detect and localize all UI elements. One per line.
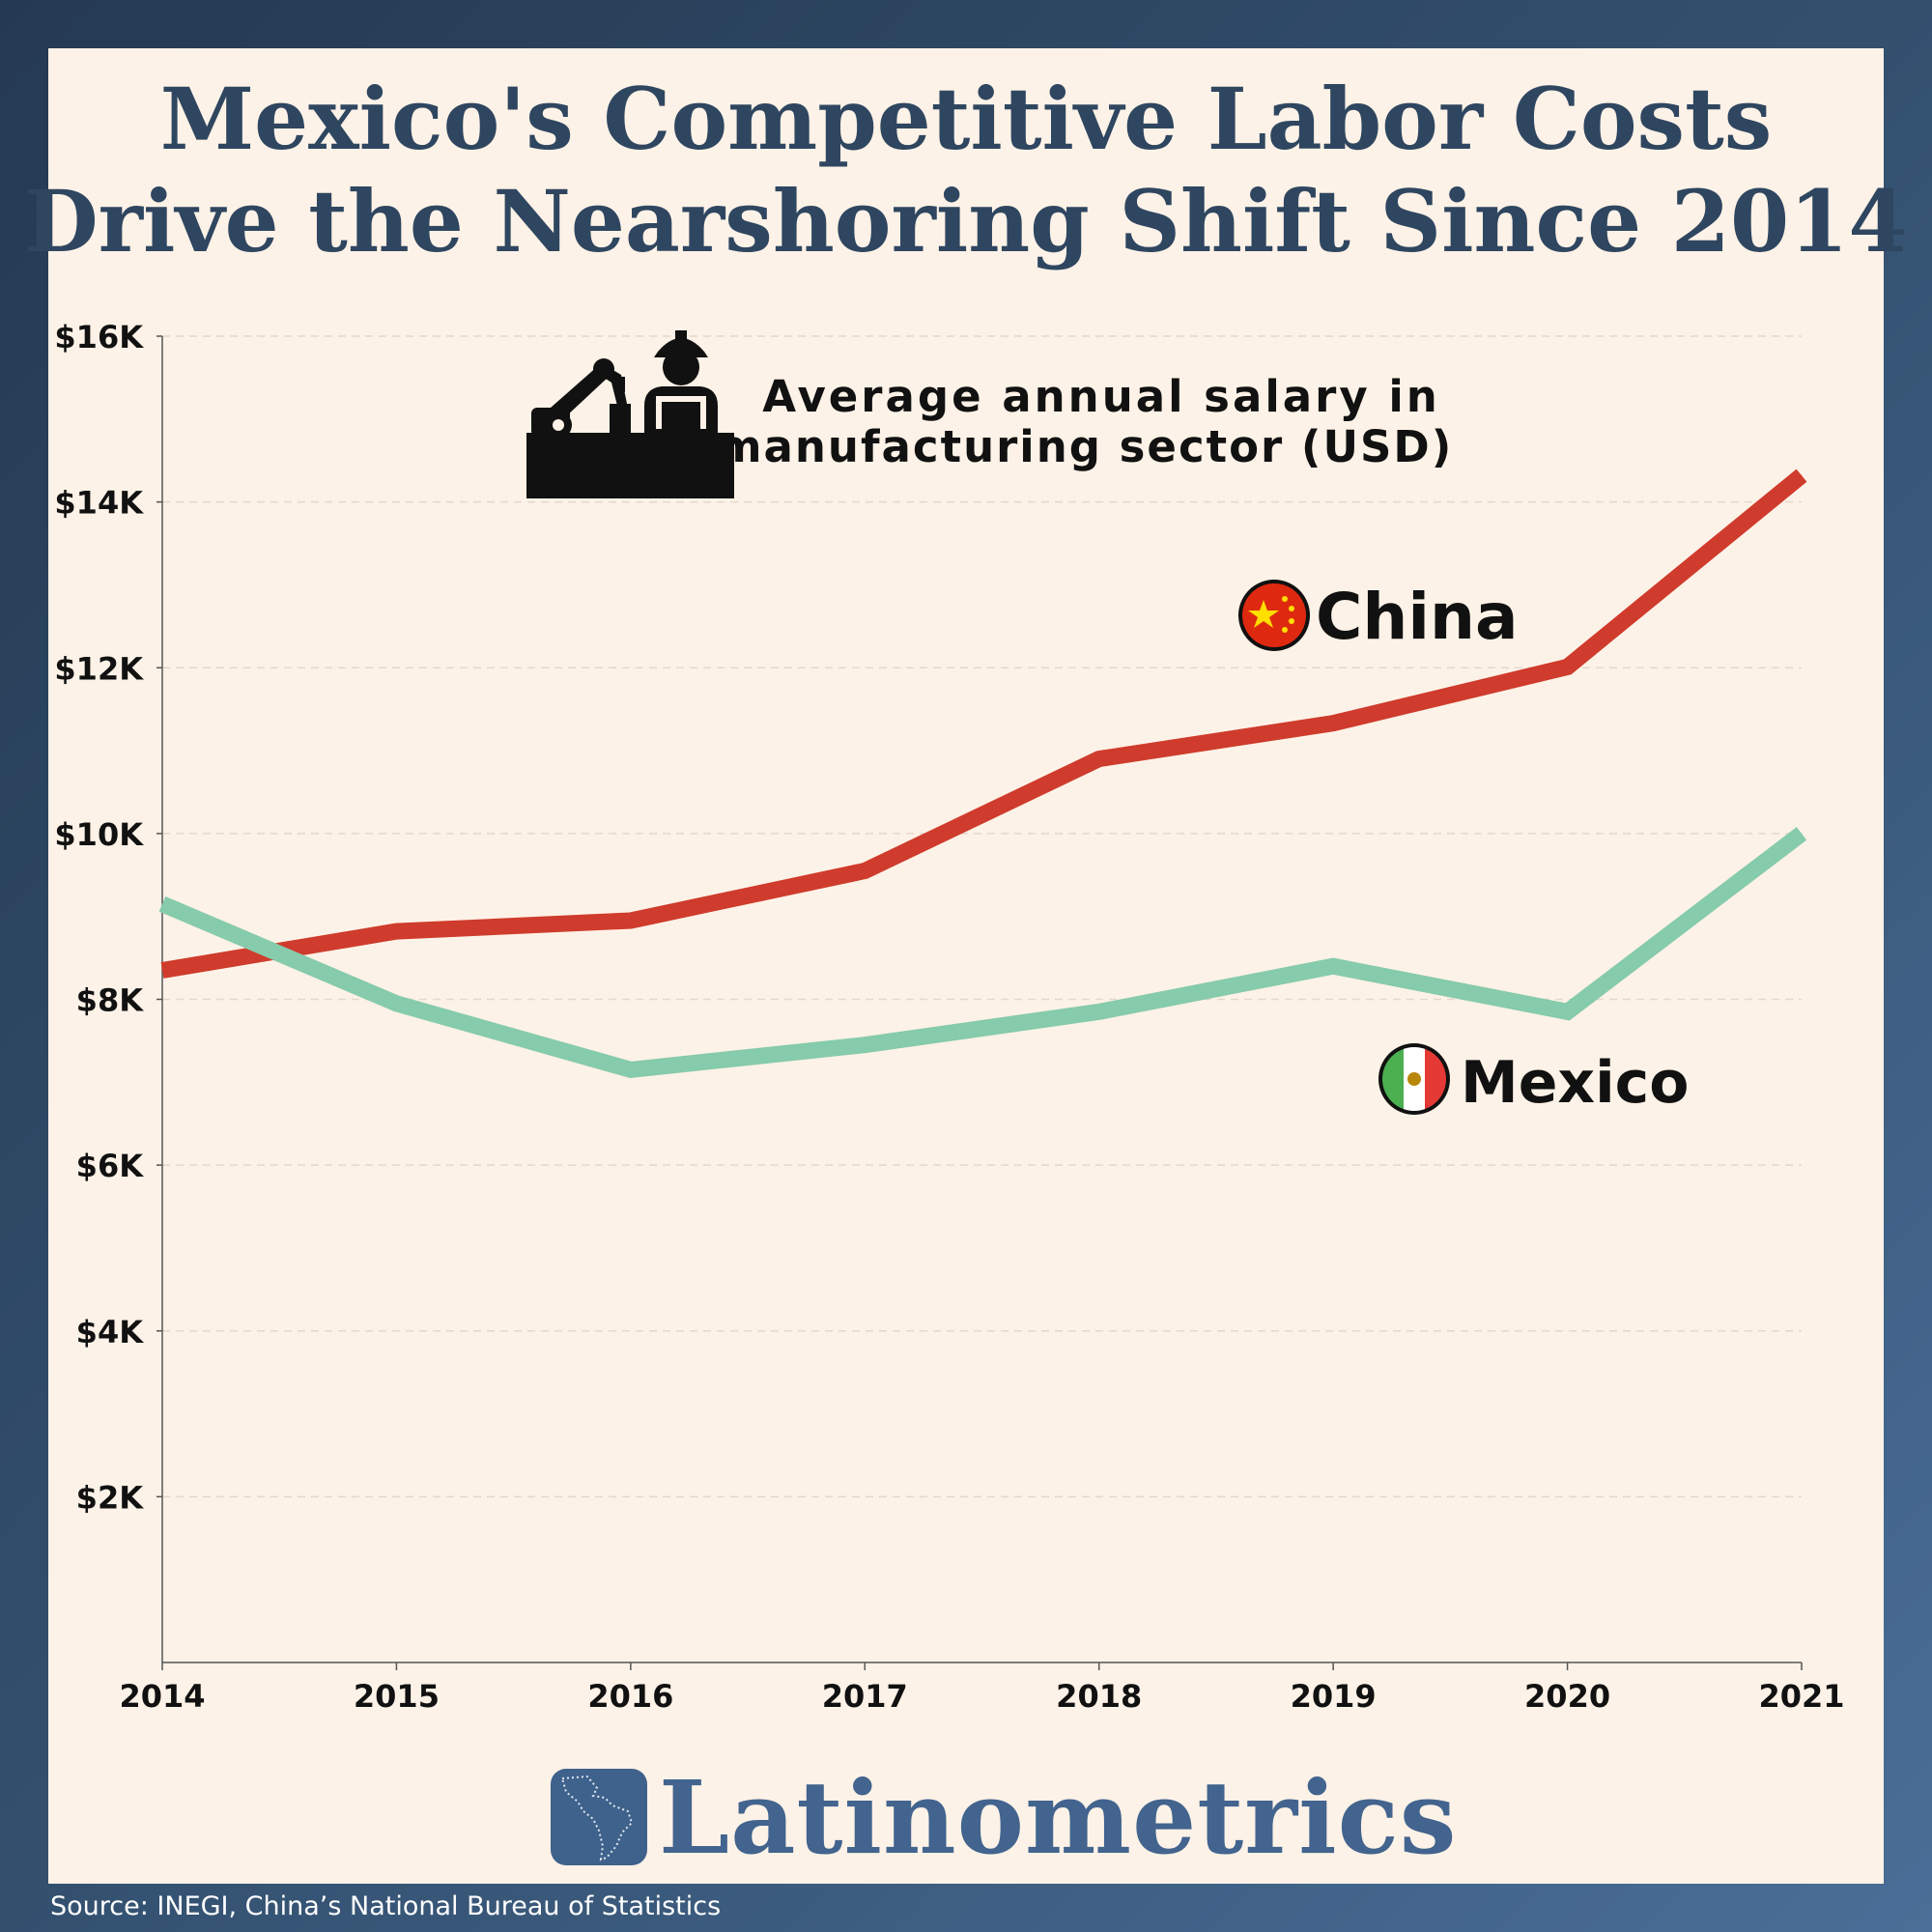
- data-point-mexico: [864, 1044, 866, 1046]
- y-tick-labels: $2K $4K $6K $8K $10K $12K $14K $16K: [54, 319, 144, 1516]
- data-point-china: [1098, 758, 1100, 760]
- title-line-1: Mexico's Competitive Labor Costs: [159, 69, 1773, 169]
- data-point-china: [161, 969, 163, 971]
- x-tick-label: 2020: [1524, 1678, 1610, 1715]
- gridlines: [156, 335, 1802, 1498]
- series-line-mexico: [158, 827, 1807, 1079]
- china-flag-icon: [1238, 580, 1310, 651]
- series-label-mexico: Mexico: [1461, 1049, 1689, 1117]
- y-tick-label: $2K: [76, 1479, 145, 1516]
- data-point-mexico: [395, 1003, 397, 1005]
- data-point-mexico: [1332, 965, 1334, 967]
- data-point-china: [1567, 666, 1569, 668]
- data-point-mexico: [161, 903, 163, 905]
- x-tick-labels: 2014 2015 2016 2017 2018 2019 2020 2021: [119, 1662, 1845, 1715]
- mexico-flag-icon: [1378, 1043, 1450, 1115]
- card: [48, 48, 1884, 1884]
- y-tick-label: $16K: [54, 319, 144, 355]
- y-tick-label: $10K: [54, 816, 144, 853]
- data-point-china: [864, 869, 866, 871]
- axes: [161, 336, 1802, 1663]
- y-tick-label: $12K: [54, 650, 144, 687]
- data-point-mexico: [1801, 833, 1803, 835]
- data-point-china: [1801, 474, 1803, 476]
- y-tick-label: $6K: [76, 1148, 145, 1184]
- x-tick-label: 2017: [822, 1678, 908, 1715]
- x-tick-label: 2021: [1758, 1678, 1844, 1715]
- source-note: Source: INEGI, China’s National Bureau o…: [50, 1891, 722, 1921]
- x-tick-label: 2016: [587, 1678, 673, 1715]
- brand-name: Latinometrics: [659, 1757, 1458, 1877]
- title-line-2: Drive the Nearshoring Shift Since 2014: [24, 171, 1908, 271]
- data-point-mexico: [630, 1068, 632, 1070]
- data-point-mexico: [1567, 1010, 1569, 1012]
- y-tick-label: $14K: [54, 485, 144, 522]
- y-tick-label: $4K: [76, 1314, 145, 1350]
- y-tick-label: $8K: [76, 982, 145, 1019]
- series-label-china: China: [1316, 580, 1519, 654]
- x-tick-label: 2019: [1291, 1678, 1377, 1715]
- data-point-china: [630, 920, 632, 922]
- series-lines: [158, 469, 1807, 1079]
- brand: Latinometrics: [551, 1758, 1457, 1877]
- chart-subtitle-line-2: manufacturing sector (USD): [717, 421, 1454, 472]
- chart-title: Mexico's Competitive Labor Costs Drive t…: [0, 68, 1932, 272]
- x-tick-label: 2015: [354, 1678, 440, 1715]
- chart-subtitle-line-1: Average annual salary in: [762, 371, 1440, 422]
- data-point-mexico: [1098, 1010, 1100, 1012]
- data-point-china: [1332, 723, 1334, 724]
- latin-america-map-icon: [551, 1769, 647, 1865]
- latin-america-map-graphic: [560, 1775, 634, 1861]
- series-line-china: [160, 469, 1807, 979]
- x-tick-label: 2014: [119, 1678, 205, 1715]
- x-tick-label: 2018: [1056, 1678, 1142, 1715]
- data-point-china: [395, 930, 397, 932]
- factory-worker-icon: [526, 330, 734, 498]
